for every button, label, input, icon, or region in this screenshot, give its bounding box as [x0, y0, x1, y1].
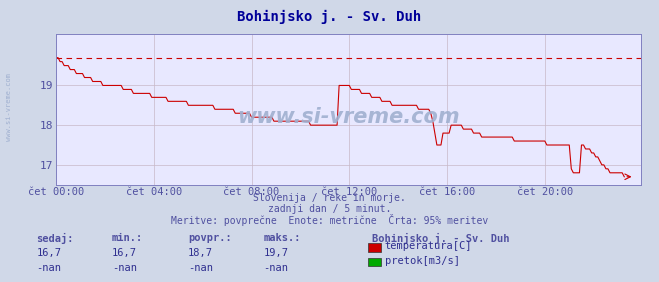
Text: sedaj:: sedaj:: [36, 233, 74, 244]
Text: temperatura[C]: temperatura[C]: [385, 241, 473, 251]
Text: Meritve: povprečne  Enote: metrične  Črta: 95% meritev: Meritve: povprečne Enote: metrične Črta:…: [171, 214, 488, 226]
Text: Slovenija / reke in morje.: Slovenija / reke in morje.: [253, 193, 406, 203]
Text: -nan: -nan: [188, 263, 213, 273]
Text: 18,7: 18,7: [188, 248, 213, 258]
Text: zadnji dan / 5 minut.: zadnji dan / 5 minut.: [268, 204, 391, 213]
Text: www.si-vreme.com: www.si-vreme.com: [5, 73, 12, 141]
Text: maks.:: maks.:: [264, 233, 301, 243]
Text: 16,7: 16,7: [112, 248, 137, 258]
Text: -nan: -nan: [36, 263, 61, 273]
Text: Bohinjsko j. - Sv. Duh: Bohinjsko j. - Sv. Duh: [237, 10, 422, 24]
Text: povpr.:: povpr.:: [188, 233, 231, 243]
Text: www.si-vreme.com: www.si-vreme.com: [237, 107, 459, 127]
Text: -nan: -nan: [264, 263, 289, 273]
Text: 16,7: 16,7: [36, 248, 61, 258]
Text: pretok[m3/s]: pretok[m3/s]: [385, 255, 460, 266]
Text: 19,7: 19,7: [264, 248, 289, 258]
Text: -nan: -nan: [112, 263, 137, 273]
Text: Bohinjsko j. - Sv. Duh: Bohinjsko j. - Sv. Duh: [372, 233, 510, 244]
Text: min.:: min.:: [112, 233, 143, 243]
